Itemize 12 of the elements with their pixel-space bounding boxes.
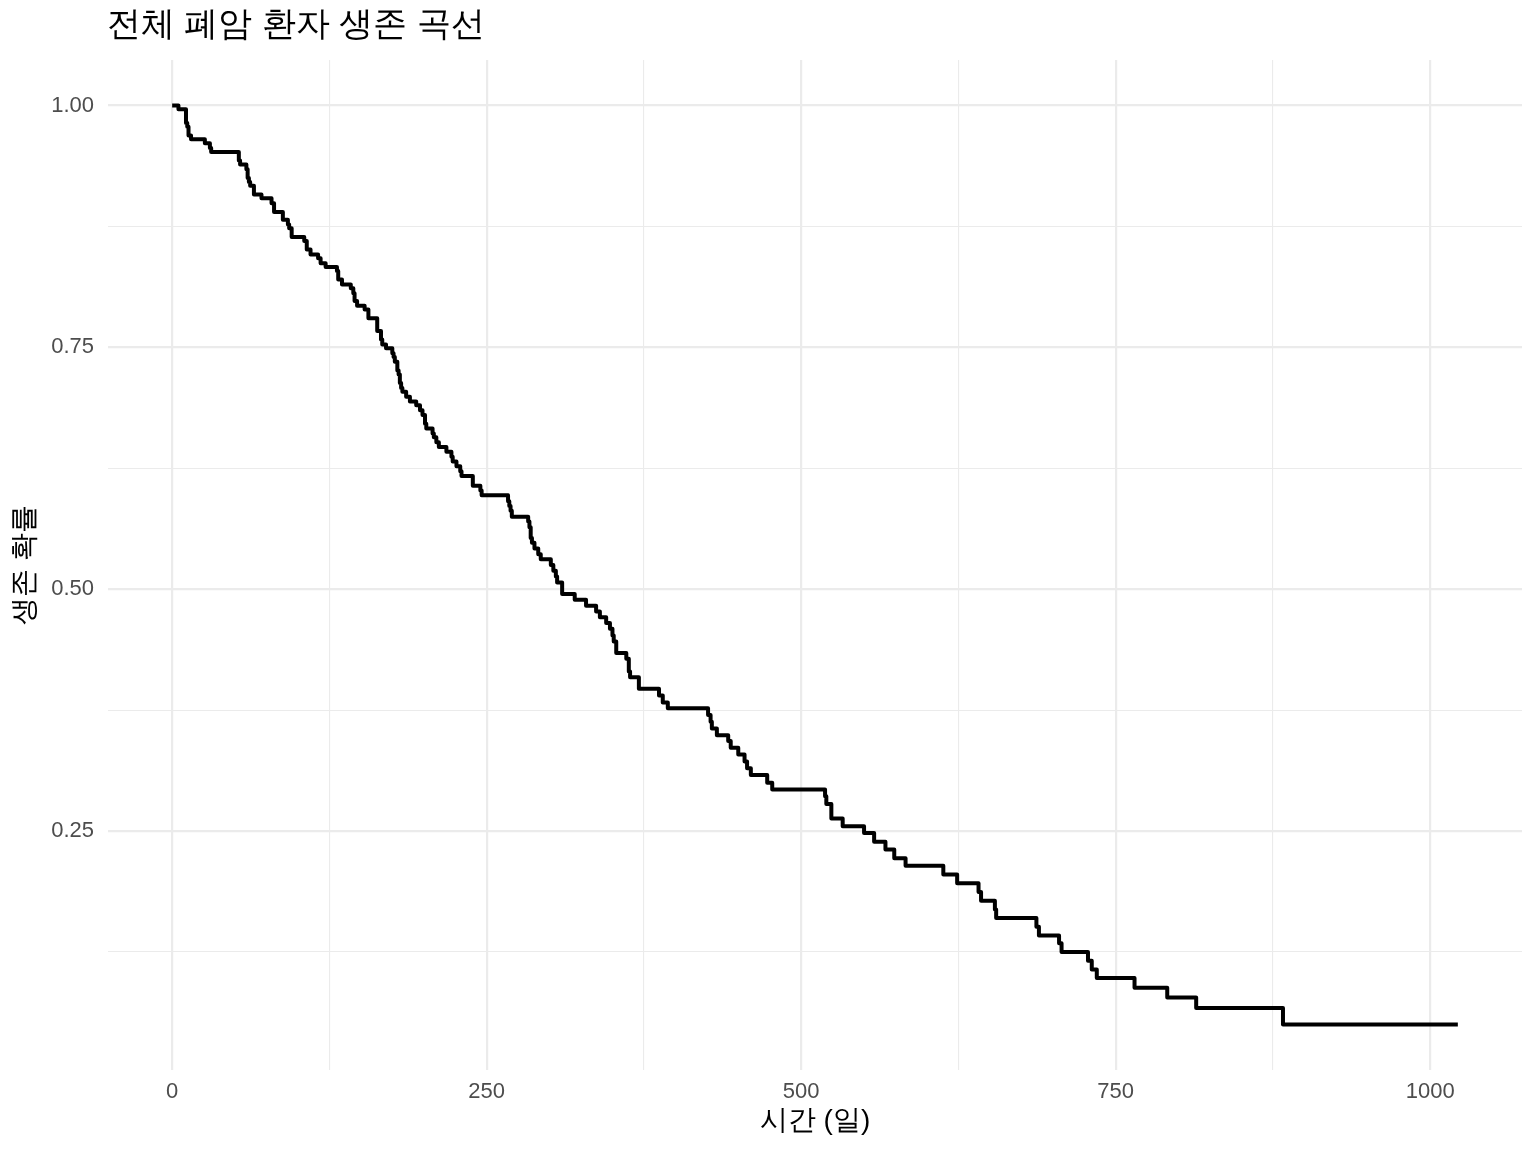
y-tick-label: 1.00 <box>51 91 94 117</box>
y-tick-label: 0.50 <box>51 575 94 601</box>
x-tick-label: 250 <box>468 1078 506 1104</box>
chart-title: 전체 폐암 환자 생존 곡선 <box>107 4 485 43</box>
x-tick-label: 500 <box>782 1078 820 1104</box>
y-axis-title: 생존 확률 <box>7 505 39 625</box>
x-axis-title: 시간 (일) <box>759 1103 871 1135</box>
y-tick-label: 0.25 <box>51 817 94 843</box>
x-tick-label: 0 <box>166 1078 179 1104</box>
x-tick-label: 1000 <box>1405 1078 1455 1104</box>
x-tick-label: 750 <box>1097 1078 1135 1104</box>
y-tick-label: 0.75 <box>51 333 94 359</box>
